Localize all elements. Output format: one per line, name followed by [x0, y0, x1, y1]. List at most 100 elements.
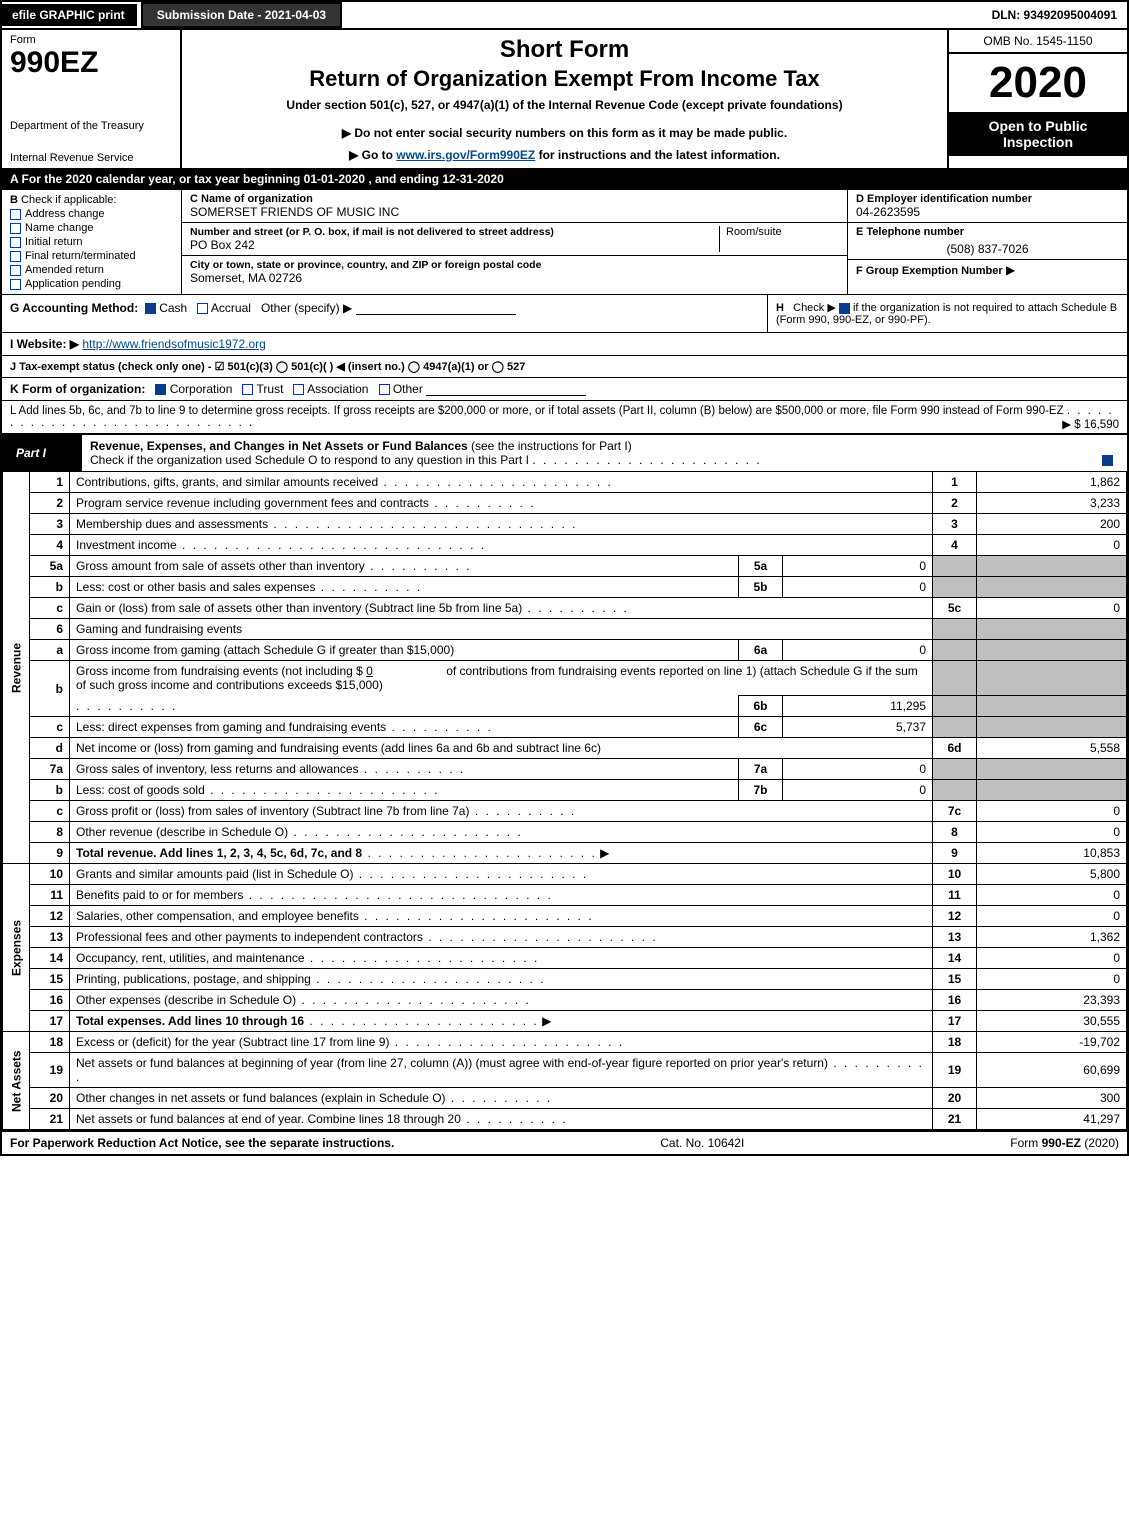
- checkbox-trust[interactable]: [242, 384, 253, 395]
- line-6c-mno: 6c: [739, 717, 783, 738]
- checkbox-amended-return[interactable]: [10, 265, 21, 276]
- k-other: Other: [393, 382, 423, 396]
- b-item-1: Name change: [25, 222, 94, 234]
- checkbox-application-pending[interactable]: [10, 279, 21, 290]
- line-18-desc: Excess or (deficit) for the year (Subtra…: [76, 1035, 389, 1049]
- line-6a-mval: 0: [783, 640, 933, 661]
- irs-link[interactable]: www.irs.gov/Form990EZ: [396, 148, 535, 162]
- top-bar: efile GRAPHIC print Submission Date - 20…: [2, 2, 1127, 28]
- section-j: J Tax-exempt status (check only one) - ☑…: [2, 355, 1127, 377]
- k-corp: Corporation: [170, 382, 233, 396]
- ssn-notice: ▶ Do not enter social security numbers o…: [192, 126, 937, 140]
- k-trust: Trust: [257, 382, 284, 396]
- line-20-val: 300: [977, 1088, 1127, 1109]
- line-13-row: 13 Professional fees and other payments …: [3, 927, 1127, 948]
- j-text: J Tax-exempt status (check only one) - ☑…: [10, 361, 525, 373]
- line-16-row: 16 Other expenses (describe in Schedule …: [3, 990, 1127, 1011]
- efile-print-button[interactable]: efile GRAPHIC print: [2, 4, 137, 26]
- line-17-colno: 17: [933, 1011, 977, 1032]
- expenses-side-label: Expenses: [3, 864, 30, 1032]
- ein-value: 04-2623595: [856, 205, 1119, 219]
- checkbox-address-change[interactable]: [10, 209, 21, 220]
- line-12-colno: 12: [933, 906, 977, 927]
- section-l: L Add lines 5b, 6c, and 7b to line 9 to …: [2, 400, 1127, 433]
- line-6d-colno: 6d: [933, 738, 977, 759]
- checkbox-accrual[interactable]: [197, 303, 208, 314]
- city-label: City or town, state or province, country…: [190, 259, 839, 271]
- form-number: 990EZ: [10, 46, 172, 80]
- line-2-colno: 2: [933, 493, 977, 514]
- line-10-row: Expenses 10 Grants and similar amounts p…: [3, 864, 1127, 885]
- line-6d-val: 5,558: [977, 738, 1127, 759]
- line-5c-val: 0: [977, 598, 1127, 619]
- checkbox-schedule-o-checked[interactable]: [1102, 455, 1113, 466]
- line-11-colno: 11: [933, 885, 977, 906]
- k-other-blank[interactable]: [426, 395, 586, 396]
- revenue-side-label: Revenue: [3, 472, 30, 864]
- line-14-desc: Occupancy, rent, utilities, and maintena…: [76, 951, 305, 965]
- f-arrow: ▶: [1006, 263, 1015, 277]
- omb-number: OMB No. 1545-1150: [949, 30, 1127, 54]
- footer-right-pre: Form: [1010, 1136, 1041, 1150]
- line-7c-colno: 7c: [933, 801, 977, 822]
- line-9-row: 9 Total revenue. Add lines 1, 2, 3, 4, 5…: [3, 843, 1127, 864]
- line-5a-desc: Gross amount from sale of assets other t…: [76, 559, 365, 573]
- goto-pre: ▶ Go to: [349, 148, 396, 162]
- line-11-desc: Benefits paid to or for members: [76, 888, 243, 902]
- part-1-check-line: Check if the organization used Schedule …: [90, 453, 529, 467]
- section-g: G Accounting Method: Cash Accrual Other …: [2, 295, 767, 332]
- e-label: E Telephone number: [856, 226, 1119, 238]
- line-9-desc: Total revenue. Add lines 1, 2, 3, 4, 5c,…: [76, 846, 362, 860]
- header-left: Form 990EZ Department of the Treasury In…: [2, 30, 182, 168]
- line-6b-row-1: b Gross income from fundraising events (…: [3, 661, 1127, 696]
- section-b: B Check if applicable: Address change Na…: [2, 190, 182, 294]
- line-5c-colno: 5c: [933, 598, 977, 619]
- checkbox-association[interactable]: [293, 384, 304, 395]
- i-label: I Website: ▶: [10, 337, 79, 351]
- line-14-colno: 14: [933, 948, 977, 969]
- section-d: D Employer identification number 04-2623…: [848, 190, 1127, 223]
- checkbox-h-checked[interactable]: [839, 303, 850, 314]
- line-8-val: 0: [977, 822, 1127, 843]
- line-6b-mno: 6b: [739, 696, 783, 717]
- checkbox-name-change[interactable]: [10, 223, 21, 234]
- line-13-colno: 13: [933, 927, 977, 948]
- g-other-blank[interactable]: [356, 314, 516, 315]
- org-info-grid: B Check if applicable: Address change Na…: [2, 189, 1127, 294]
- line-1-val: 1,862: [977, 472, 1127, 493]
- checkbox-final-return[interactable]: [10, 251, 21, 262]
- under-section-text: Under section 501(c), 527, or 4947(a)(1)…: [192, 98, 937, 112]
- org-address: PO Box 242: [190, 238, 719, 252]
- d-label: D Employer identification number: [856, 193, 1119, 205]
- checkbox-cash-checked[interactable]: [145, 303, 156, 314]
- goto-post: for instructions and the latest informat…: [535, 148, 780, 162]
- line-14-val: 0: [977, 948, 1127, 969]
- row-gh: G Accounting Method: Cash Accrual Other …: [2, 294, 1127, 332]
- line-6c-desc: Less: direct expenses from gaming and fu…: [76, 720, 386, 734]
- footer-right: Form 990-EZ (2020): [1010, 1136, 1119, 1150]
- checkbox-corporation-checked[interactable]: [155, 384, 166, 395]
- goto-line: ▶ Go to www.irs.gov/Form990EZ for instru…: [192, 148, 937, 162]
- line-3-desc: Membership dues and assessments: [76, 517, 268, 531]
- line-2-desc: Program service revenue including govern…: [76, 496, 429, 510]
- line-18-colno: 18: [933, 1032, 977, 1053]
- line-4-val: 0: [977, 535, 1127, 556]
- line-7b-mval: 0: [783, 780, 933, 801]
- checkbox-other-org[interactable]: [379, 384, 390, 395]
- line-12-desc: Salaries, other compensation, and employ…: [76, 909, 359, 923]
- line-7a-desc: Gross sales of inventory, less returns a…: [76, 762, 359, 776]
- g-accrual: Accrual: [211, 301, 251, 315]
- line-3-row: 3 Membership dues and assessments 3 200: [3, 514, 1127, 535]
- internal-revenue: Internal Revenue Service: [10, 152, 172, 164]
- line-6a-row: a Gross income from gaming (attach Sched…: [3, 640, 1127, 661]
- b-item-3: Final return/terminated: [25, 250, 136, 262]
- website-link[interactable]: http://www.friendsofmusic1972.org: [82, 337, 265, 351]
- line-6b-desc1: Gross income from fundraising events (no…: [76, 664, 363, 678]
- l-amount: ▶ $ 16,590: [1062, 417, 1119, 431]
- footer-right-post: (2020): [1081, 1136, 1119, 1150]
- section-def: D Employer identification number 04-2623…: [847, 190, 1127, 294]
- checkbox-initial-return[interactable]: [10, 237, 21, 248]
- line-5a-mno: 5a: [739, 556, 783, 577]
- line-1-no: 1: [30, 472, 70, 493]
- line-9-colno: 9: [933, 843, 977, 864]
